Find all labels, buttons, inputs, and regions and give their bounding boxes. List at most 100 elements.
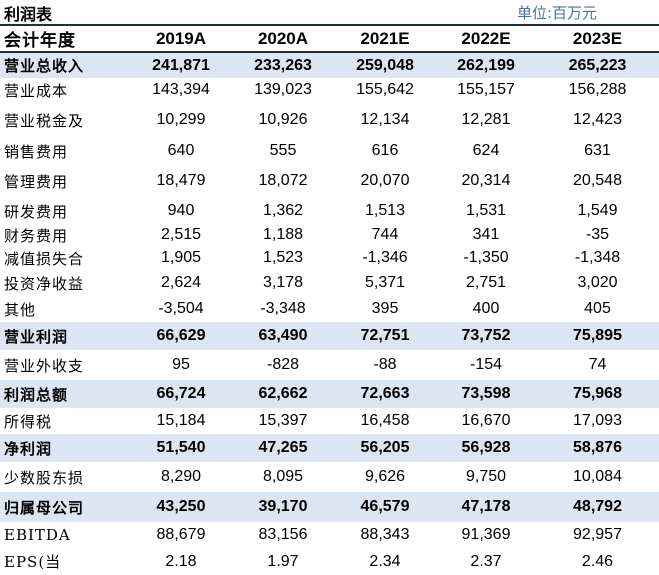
value-cell: 63,490 bbox=[232, 322, 334, 350]
value-cell: 1,905 bbox=[160, 249, 202, 266]
value-cell: 10,084 bbox=[573, 468, 622, 485]
value-cell: 555 bbox=[269, 142, 297, 159]
value-cell: 12,281 bbox=[461, 111, 511, 128]
value-cell: 400 bbox=[472, 300, 500, 317]
value-cell: 15,184 bbox=[156, 412, 206, 429]
data-row: 营业总收入 241,871 233,263 259,048 262,199 265,223 bbox=[0, 52, 659, 78]
value-cell: 10,299 bbox=[156, 111, 206, 128]
title-bar: 利润表 单位:百万元 bbox=[0, 0, 659, 26]
row-label: 财务费用 bbox=[4, 226, 69, 245]
value-cell: 43,250 bbox=[130, 492, 232, 522]
value-cell: 20,548 bbox=[573, 172, 622, 189]
row-label: 营业成本 bbox=[4, 81, 69, 100]
value-cell: 58,876 bbox=[536, 434, 659, 462]
value-cell: 56,205 bbox=[334, 434, 436, 462]
value-cell: 73,752 bbox=[436, 322, 536, 350]
data-row: 研发费用 940 1,362 1,513 1,531 1,549 bbox=[0, 198, 659, 224]
value-cell: 616 bbox=[371, 142, 399, 159]
value-cell: -828 bbox=[266, 356, 300, 373]
value-cell: 1,531 bbox=[465, 202, 507, 219]
value-cell: 92,957 bbox=[573, 526, 622, 543]
unit-label: 单位:百万元 bbox=[516, 4, 597, 22]
data-row: 财务费用 2,515 1,188 744 341 -35 bbox=[0, 224, 659, 246]
data-row: 投资净收益 2,624 3,178 5,371 2,751 3,020 bbox=[0, 270, 659, 296]
value-cell: 51,540 bbox=[130, 434, 232, 462]
value-cell: 88,343 bbox=[360, 526, 410, 543]
value-cell: 2.34 bbox=[369, 552, 401, 570]
row-label: 营业外收支 bbox=[4, 356, 85, 375]
value-cell: 9,750 bbox=[465, 468, 507, 485]
value-cell: 72,663 bbox=[334, 380, 436, 408]
row-label: 营业总收入 bbox=[0, 52, 130, 78]
value-cell: 744 bbox=[371, 226, 399, 243]
header-cell: 2023E bbox=[536, 26, 659, 53]
row-label: 管理费用 bbox=[4, 172, 69, 191]
value-cell: 12,423 bbox=[573, 111, 622, 128]
value-cell: -35 bbox=[585, 226, 610, 243]
data-row: 其他 -3,504 -3,348 395 400 405 bbox=[0, 296, 659, 322]
data-row: 营业成本 143,394 139,023 155,642 155,157 156,288 bbox=[0, 78, 659, 102]
row-label: EPS(当 bbox=[4, 553, 62, 571]
value-cell: 18,479 bbox=[156, 172, 206, 189]
value-cell: 3,020 bbox=[577, 274, 618, 291]
value-cell: 66,629 bbox=[130, 322, 232, 350]
header-cell: 会计年度 bbox=[0, 26, 130, 53]
row-label: EBITDA bbox=[4, 526, 71, 544]
value-cell: 2.18 bbox=[165, 552, 197, 570]
row-label: 营业税金及 bbox=[4, 111, 85, 130]
value-cell: 16,458 bbox=[360, 412, 410, 429]
data-row: 所得税 15,184 15,397 16,458 16,670 17,093 bbox=[0, 408, 659, 434]
value-cell: 155,157 bbox=[457, 81, 515, 98]
value-cell: 624 bbox=[472, 142, 500, 159]
value-cell: 2,624 bbox=[160, 274, 202, 291]
value-cell: -3,348 bbox=[260, 300, 306, 317]
value-cell: 95 bbox=[172, 356, 190, 373]
value-cell: -1,346 bbox=[362, 249, 408, 266]
data-row: 少数股东损 8,290 8,095 9,626 9,750 10,084 bbox=[0, 462, 659, 492]
value-cell: 241,871 bbox=[130, 52, 232, 78]
value-cell: 1,188 bbox=[262, 226, 304, 243]
value-cell: 47,178 bbox=[436, 492, 536, 522]
data-row: EBITDA 88,679 83,156 88,343 91,369 92,957 bbox=[0, 522, 659, 548]
value-cell: 20,314 bbox=[461, 172, 511, 189]
value-cell: 88,679 bbox=[156, 526, 206, 543]
value-cell: -88 bbox=[373, 356, 397, 373]
value-cell: -1,350 bbox=[463, 249, 509, 266]
data-row: 管理费用 18,479 18,072 20,070 20,314 20,548 bbox=[0, 164, 659, 198]
value-cell: -3,504 bbox=[158, 300, 204, 317]
header-cell: 2019A bbox=[130, 26, 232, 53]
value-cell: 405 bbox=[584, 300, 611, 317]
value-cell: 8,290 bbox=[160, 468, 202, 485]
row-label: 营业利润 bbox=[0, 322, 130, 350]
row-label: 归属母公司 bbox=[0, 492, 130, 522]
header-cell: 2021E bbox=[334, 26, 436, 53]
row-label: 减值损失合 bbox=[4, 249, 85, 268]
value-cell: 143,394 bbox=[152, 81, 210, 98]
value-cell: 46,579 bbox=[334, 492, 436, 522]
value-cell: 39,170 bbox=[232, 492, 334, 522]
value-cell: 48,792 bbox=[536, 492, 659, 522]
value-cell: 2,751 bbox=[465, 274, 507, 291]
value-cell: 15,397 bbox=[258, 412, 308, 429]
header-row: 会计年度 2019A 2020A 2021E 2022E 2023E bbox=[0, 26, 659, 53]
value-cell: 2.46 bbox=[581, 552, 614, 570]
value-cell: 259,048 bbox=[334, 52, 436, 78]
row-label: 研发费用 bbox=[4, 202, 69, 221]
data-row: 营业税金及 10,299 10,926 12,134 12,281 12,423 bbox=[0, 102, 659, 138]
value-cell: 139,023 bbox=[254, 81, 312, 98]
value-cell: 265,223 bbox=[536, 52, 659, 78]
value-cell: 395 bbox=[371, 300, 399, 317]
value-cell: 66,724 bbox=[130, 380, 232, 408]
value-cell: 940 bbox=[167, 202, 195, 219]
value-cell: 10,926 bbox=[258, 111, 308, 128]
value-cell: 74 bbox=[588, 356, 607, 373]
value-cell: -1,348 bbox=[574, 249, 621, 266]
value-cell: 47,265 bbox=[232, 434, 334, 462]
data-row: 利润总额 66,724 62,662 72,663 73,598 75,968 bbox=[0, 380, 659, 408]
row-label: 投资净收益 bbox=[4, 274, 85, 293]
value-cell: 262,199 bbox=[436, 52, 536, 78]
value-cell: 72,751 bbox=[334, 322, 436, 350]
value-cell: 2,515 bbox=[160, 226, 202, 243]
value-cell: 9,626 bbox=[364, 468, 406, 485]
